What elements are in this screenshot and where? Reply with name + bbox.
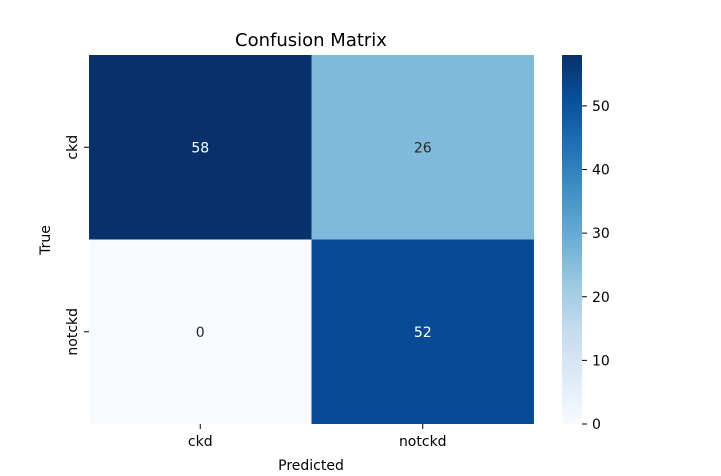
colorbar-tick-label: 10 — [592, 353, 610, 369]
cell-value-label: 26 — [414, 140, 432, 156]
x-axis-ticks: ckd notckd — [188, 424, 447, 450]
y-tick-label: ckd — [65, 135, 81, 160]
heatmap-cell — [89, 55, 312, 240]
chart-title: Confusion Matrix — [235, 30, 387, 51]
colorbar-tick-label: 30 — [592, 226, 610, 242]
cell-labels: 58 26 0 52 — [191, 140, 431, 341]
colorbar-tick-label: 50 — [592, 99, 610, 115]
heatmap-cells — [89, 55, 534, 424]
colorbar-ticks: 0 10 20 30 40 50 — [582, 99, 610, 433]
cell-value-label: 58 — [191, 140, 209, 156]
x-tick-label: ckd — [188, 434, 213, 450]
colorbar — [562, 55, 582, 424]
colorbar-tick-label: 20 — [592, 290, 610, 306]
cell-value-label: 52 — [414, 325, 432, 341]
x-tick-label: notckd — [399, 434, 447, 450]
x-axis-label: Predicted — [278, 458, 344, 474]
y-axis-label: True — [38, 225, 54, 256]
cell-value-label: 0 — [196, 325, 205, 341]
y-axis-ticks: ckd notckd — [65, 135, 89, 356]
colorbar-tick-label: 40 — [592, 163, 610, 179]
colorbar-tick-label: 0 — [592, 417, 601, 433]
heatmap-cell — [89, 239, 312, 424]
heatmap-cell — [311, 239, 534, 424]
heatmap-cell — [311, 55, 534, 240]
y-tick-label: notckd — [65, 308, 81, 356]
